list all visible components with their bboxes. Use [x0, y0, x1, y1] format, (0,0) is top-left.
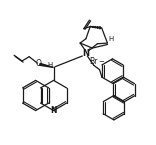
Polygon shape [90, 26, 91, 27]
Text: +: + [86, 47, 92, 52]
Polygon shape [99, 27, 100, 29]
Polygon shape [97, 27, 98, 28]
Text: H: H [47, 62, 52, 68]
Text: H: H [109, 36, 114, 42]
Polygon shape [40, 63, 54, 67]
Text: N: N [50, 106, 57, 115]
Text: Br: Br [89, 57, 97, 66]
Polygon shape [95, 27, 96, 28]
Text: −: − [98, 59, 104, 65]
Text: N: N [82, 49, 89, 58]
Text: O: O [36, 59, 41, 68]
